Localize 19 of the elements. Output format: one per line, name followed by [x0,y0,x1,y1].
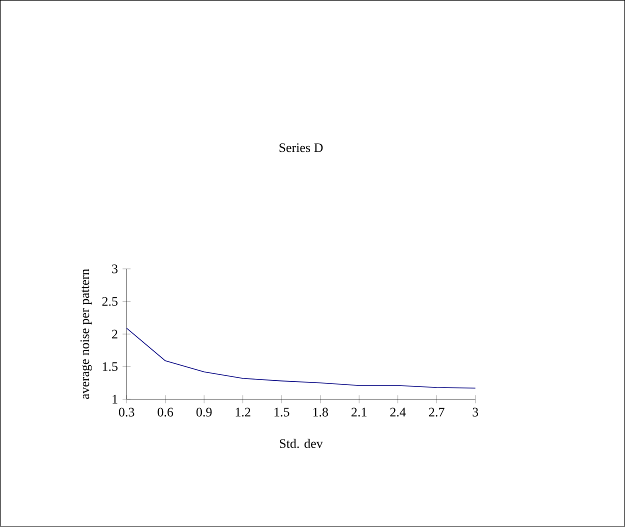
y-tick-label: 3 [112,264,118,274]
x-tick-label: 0.9 [196,408,212,417]
y-tick-label: 1 [112,395,118,404]
x-tick-label: 0.6 [158,408,174,417]
x-tick-label: 3 [472,408,478,417]
y-tick-label: 2.5 [102,297,118,306]
y-tick-label: 2 [112,330,118,338]
x-tick-label: 2.4 [390,408,406,417]
x-tick-label: 2.7 [429,408,444,417]
x-tick-label: 2.1 [352,408,366,417]
chart-title: Series D [280,143,323,152]
x-tick-label: 1.8 [313,408,328,417]
y-axis-title: average noise per pattern [80,269,92,399]
x-tick-label: 1.5 [274,408,290,417]
y-tick-label: 1.5 [102,362,118,372]
x-axis-title: Std. dev [280,438,323,448]
line-series [126,328,476,389]
x-tick-label: 1.2 [236,408,250,417]
x-tick-label: 0.3 [118,408,134,417]
